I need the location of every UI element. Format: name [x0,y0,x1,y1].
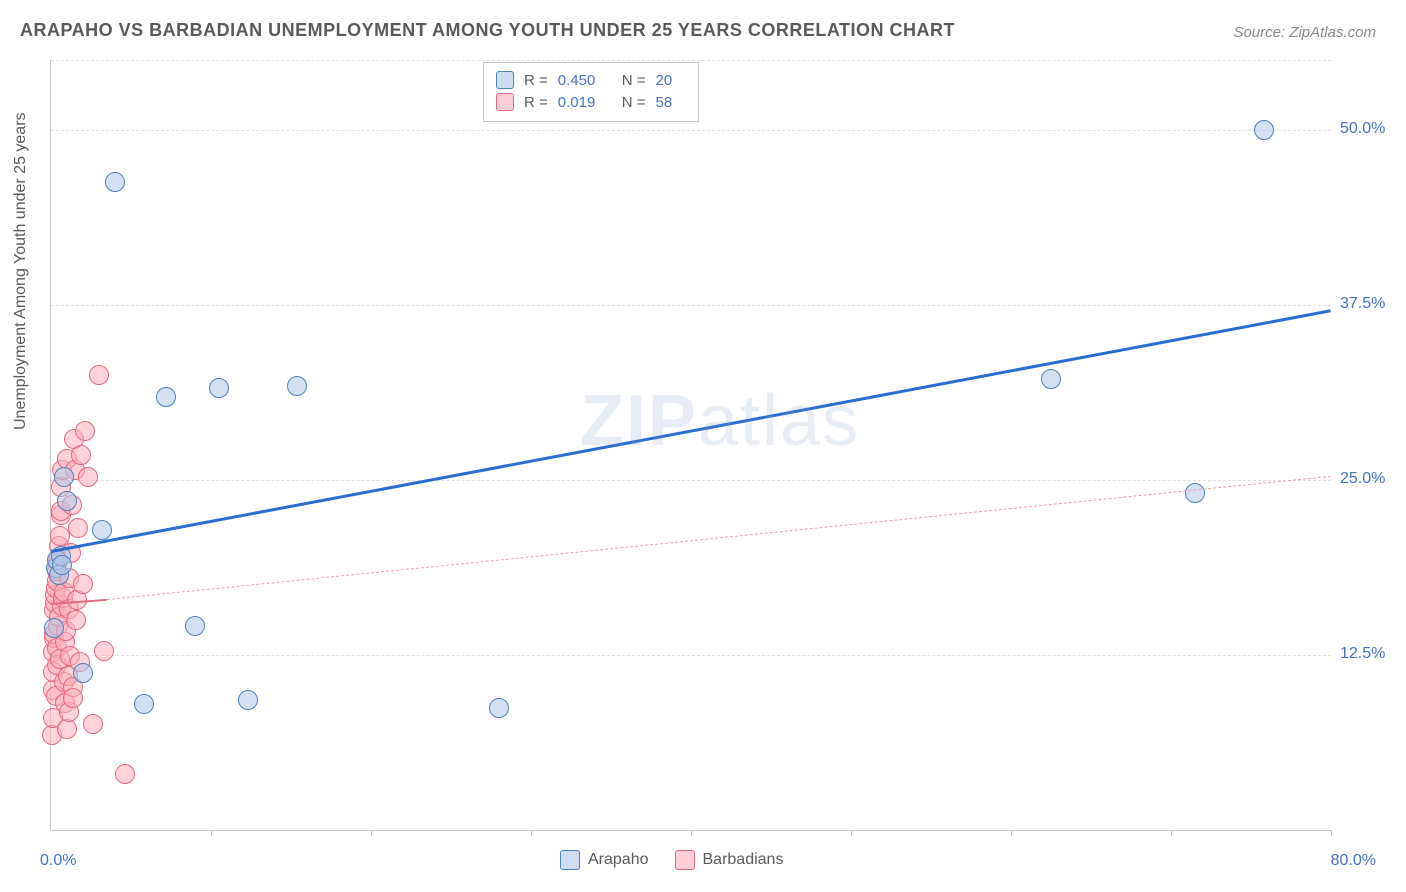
legend-series-label: Arapaho [588,851,649,869]
data-point [68,518,88,538]
gridline [51,130,1331,131]
data-point [105,172,125,192]
data-point [489,698,509,718]
data-point [54,467,74,487]
legend-swatch [496,93,514,111]
gridline [51,480,1331,481]
data-point [92,520,112,540]
data-point [52,555,72,575]
legend-swatch [675,850,695,870]
legend-r-label: R = [524,94,548,111]
data-point [1254,120,1274,140]
legend-n-label: N = [622,72,646,89]
data-point [83,714,103,734]
data-point [209,378,229,398]
data-point [66,610,86,630]
chart-title: ARAPAHO VS BARBADIAN UNEMPLOYMENT AMONG … [20,20,955,41]
data-point [134,694,154,714]
data-point [75,421,95,441]
x-tick [211,830,212,836]
x-axis-max: 80.0% [1331,852,1376,870]
data-point [156,387,176,407]
x-tick [1171,830,1172,836]
y-tick-label: 50.0% [1340,120,1385,138]
y-axis-title: Unemployment Among Youth under 25 years [12,112,30,430]
legend-series: Arapaho Barbadians [560,850,801,870]
legend-series-label: Barbadians [703,851,784,869]
trend-line [51,309,1332,553]
data-point [57,491,77,511]
legend-r-value: 0.450 [558,72,612,89]
data-point [44,618,64,638]
gridline [51,60,1331,61]
data-point [185,616,205,636]
legend-row: R = 0.019 N = 58 [496,91,686,113]
x-tick [851,830,852,836]
gridline [51,305,1331,306]
legend-r-label: R = [524,72,548,89]
x-tick [531,830,532,836]
legend-n-value: 20 [656,72,686,89]
data-point [71,445,91,465]
data-point [115,764,135,784]
x-tick [371,830,372,836]
data-point [73,574,93,594]
data-point [73,663,93,683]
data-point [94,641,114,661]
plot-area [50,60,1331,831]
legend-swatch [496,71,514,89]
data-point [1041,369,1061,389]
legend-r-value: 0.019 [558,94,612,111]
gridline [51,655,1331,656]
legend-correlation: R = 0.450 N = 20 R = 0.019 N = 58 [483,62,699,122]
source-label: Source: ZipAtlas.com [1233,24,1376,41]
data-point [238,690,258,710]
trend-line [107,476,1331,600]
x-tick [1011,830,1012,836]
data-point [78,467,98,487]
data-point [89,365,109,385]
legend-n-label: N = [622,94,646,111]
x-axis-min: 0.0% [40,852,76,870]
y-tick-label: 12.5% [1340,645,1385,663]
x-tick [1331,830,1332,836]
y-tick-label: 37.5% [1340,295,1385,313]
data-point [1185,483,1205,503]
legend-swatch [560,850,580,870]
data-point [287,376,307,396]
x-tick [691,830,692,836]
y-tick-label: 25.0% [1340,470,1385,488]
legend-n-value: 58 [656,94,686,111]
data-point [63,688,83,708]
legend-row: R = 0.450 N = 20 [496,69,686,91]
